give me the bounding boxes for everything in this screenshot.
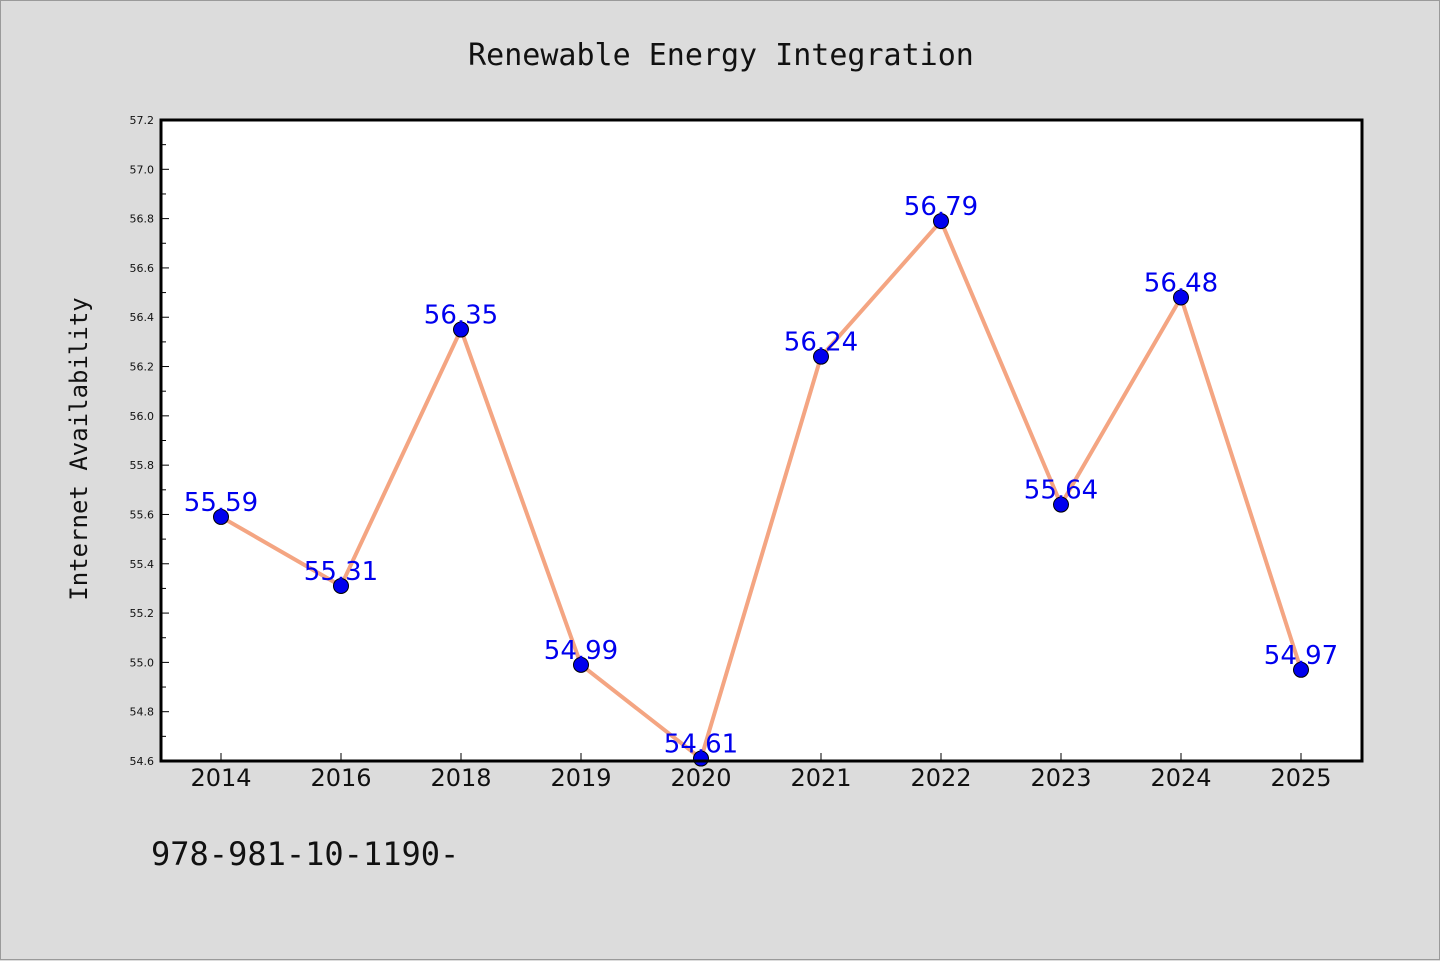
plot-frame xyxy=(159,118,1364,763)
data-value-label: 56.24 xyxy=(784,328,858,358)
data-point-marker xyxy=(213,508,229,525)
chart-title: Renewable Energy Integration xyxy=(468,38,974,73)
y-tick-label: 55.8 xyxy=(130,459,155,472)
axis-ticks: 54.6 54.8 55.0 55.2 55.4 55.6 55.8 56.0 56.2 56.4… xyxy=(130,114,1332,792)
data-value-label: 56.35 xyxy=(424,301,498,331)
footer-isbn-text: 978-981-10-1190- xyxy=(151,835,459,873)
data-value-label: 54.97 xyxy=(1264,641,1338,671)
data-point-marker xyxy=(573,656,589,673)
x-tick-label: 2020 xyxy=(670,764,731,792)
y-axis-label: Internet Availability xyxy=(65,297,93,600)
data-value-label: 55.64 xyxy=(1024,476,1098,506)
data-point-marker xyxy=(1053,496,1069,513)
y-tick-label: 56.2 xyxy=(130,361,155,374)
y-tick-label: 55.2 xyxy=(130,607,155,620)
data-point-marker xyxy=(1293,661,1309,678)
x-tick-label: 2023 xyxy=(1030,764,1091,792)
x-tick-label: 2018 xyxy=(430,764,491,792)
y-tick-label: 56.8 xyxy=(130,213,155,226)
y-tick-label: 54.6 xyxy=(130,755,155,768)
series-line xyxy=(219,219,1303,761)
y-tick-label: 56.4 xyxy=(130,311,155,324)
plot-area xyxy=(161,120,1362,761)
data-value-label: 55.31 xyxy=(304,557,378,587)
x-tick-label: 2014 xyxy=(190,764,251,792)
data-value-label: 56.79 xyxy=(904,192,978,222)
x-tick-label: 2021 xyxy=(790,764,851,792)
series-line-group xyxy=(219,219,1303,761)
x-tick-label: 2024 xyxy=(1150,764,1211,792)
data-value-label: 54.99 xyxy=(544,636,618,666)
y-tick-label: 54.8 xyxy=(130,706,155,719)
x-tick-label: 2025 xyxy=(1270,764,1331,792)
data-value-label: 54.61 xyxy=(664,730,738,760)
y-tick-label: 55.0 xyxy=(130,656,155,669)
data-point-marker xyxy=(1173,289,1189,306)
x-tick-label: 2016 xyxy=(310,764,371,792)
data-point-marker xyxy=(333,577,349,594)
data-value-label: 56.48 xyxy=(1144,269,1218,299)
data-value-label: 55.59 xyxy=(184,488,258,518)
y-tick-label: 55.6 xyxy=(130,508,155,521)
y-tick-label: 56.0 xyxy=(130,410,155,423)
data-point-marker xyxy=(453,321,469,338)
data-point-marker xyxy=(813,348,829,365)
y-tick-label: 57.0 xyxy=(130,163,155,176)
y-tick-label: 56.6 xyxy=(130,262,155,275)
y-tick-label: 55.4 xyxy=(130,558,155,571)
x-tick-label: 2022 xyxy=(910,764,971,792)
x-tick-label: 2019 xyxy=(550,764,611,792)
data-point-marker xyxy=(933,213,949,230)
data-label-group: 55.59 55.31 56.35 54.99 54.61 56.24 56.79 55.64… xyxy=(184,192,1338,759)
y-tick-label: 57.2 xyxy=(130,114,155,127)
